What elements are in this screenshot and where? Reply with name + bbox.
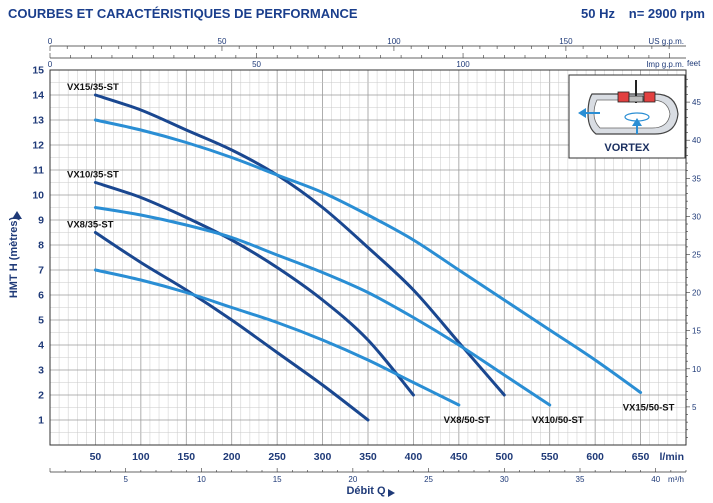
top-axes: 0 50 100 150 US g.p.m. 0 50 100 Imp g.p.m.	[48, 37, 686, 69]
x-axis-arrow-icon	[388, 489, 395, 497]
x-tick-label: 550	[541, 451, 559, 463]
y-tick-label: 12	[32, 140, 44, 152]
x-tick-label: 200	[223, 451, 241, 463]
us-gpm-tick-label: 50	[218, 37, 227, 46]
y-tick-label: 5	[38, 315, 44, 327]
y-tick-label: 1	[38, 415, 44, 427]
x-axis-label: Débit Q	[346, 485, 386, 497]
series-line-vx8-35-st	[93, 231, 370, 422]
m3h-tick-label: 20	[348, 475, 357, 484]
series-layer: VX8/35-ST VX10/35-ST VX15/35-ST VX8/50-ST VX…	[67, 82, 675, 426]
feet-unit-label: feet	[687, 59, 701, 68]
m3h-tick-label: 15	[273, 475, 282, 484]
x-tick-label: 450	[450, 451, 468, 463]
series-line-vx15-35-st	[93, 93, 506, 397]
feet-tick-label: 30	[692, 212, 701, 221]
frequency-label: 50 Hz	[581, 6, 615, 21]
x-tick-label: 400	[405, 451, 423, 463]
m3h-tick-label: 10	[197, 475, 206, 484]
series-label-vx15-50-st: VX15/50-ST	[623, 403, 675, 414]
x-tick-label: 250	[268, 451, 286, 463]
grid	[49, 69, 687, 446]
m3h-tick-label: 5	[123, 475, 128, 484]
m3h-unit-label: m³/h	[668, 475, 684, 484]
imp-gpm-tick-label: 100	[456, 60, 470, 69]
x-tick-label: 100	[132, 451, 150, 463]
series-line-vx10-50-st	[93, 206, 552, 407]
speed-label: n= 2900 rpm	[628, 6, 705, 21]
y-tick-label: 2	[38, 390, 44, 402]
feet-tick-label: 45	[692, 98, 701, 107]
feet-tick-label: 5	[692, 403, 697, 412]
series-line-vx15-50-st	[93, 118, 643, 394]
m3h-tick-label: 30	[500, 475, 509, 484]
series-label-vx10-50-st: VX10/50-ST	[532, 415, 584, 426]
imp-gpm-tick-label: 0	[48, 60, 53, 69]
y-tick-label: 13	[32, 115, 44, 127]
m3h-tick-label: 25	[424, 475, 433, 484]
y-tick-label: 15	[32, 65, 44, 77]
y-tick-label: 11	[33, 165, 44, 177]
x-tick-label: 50	[90, 451, 102, 463]
us-gpm-tick-label: 100	[387, 37, 401, 46]
pump-illustration-icon	[578, 80, 679, 135]
us-gpm-tick-label: 0	[48, 37, 53, 46]
m3h-tick-label: 40	[651, 475, 660, 484]
series-label-vx8-50-st: VX8/50-ST	[444, 415, 491, 426]
series-line-vx8-50-st	[93, 268, 461, 407]
y-tick-label: 3	[38, 365, 44, 377]
y-tick-label: 10	[32, 190, 44, 202]
series-label-vx8-35-st: VX8/35-ST	[67, 220, 114, 231]
y-tick-label: 7	[38, 265, 44, 277]
imp-gpm-unit-label: Imp g.p.m.	[646, 60, 684, 69]
series-line-vx10-35-st	[93, 181, 415, 397]
x-tick-label: 600	[586, 451, 604, 463]
feet-tick-label: 10	[692, 365, 701, 374]
feet-tick-label: 35	[692, 174, 701, 183]
x-tick-label: 150	[178, 451, 196, 463]
feet-tick-label: 25	[692, 251, 701, 260]
us-gpm-unit-label: US g.p.m.	[648, 37, 684, 46]
y-tick-label: 4	[38, 340, 44, 352]
series-label-vx15-35-st: VX15/35-ST	[67, 82, 119, 93]
vortex-label: VORTEX	[604, 142, 650, 154]
imp-gpm-tick-label: 50	[252, 60, 261, 69]
vortex-inset: VORTEX	[568, 74, 686, 159]
m3h-tick-label: 35	[576, 475, 585, 484]
x-tick-label: 300	[314, 451, 332, 463]
x-tick-label: 350	[359, 451, 377, 463]
x-tick-label: 500	[496, 451, 514, 463]
page-title: COURBES ET CARACTÉRISTIQUES DE PERFORMAN…	[8, 6, 358, 21]
feet-tick-label: 40	[692, 136, 701, 145]
y-axis-label: HMT H (mètres)	[8, 217, 20, 299]
y-tick-label: 9	[38, 215, 44, 227]
y-axis-arrow-icon	[12, 211, 22, 219]
series-label-vx10-35-st: VX10/35-ST	[67, 170, 119, 181]
y-tick-label: 6	[38, 290, 44, 302]
feet-tick-label: 15	[692, 327, 701, 336]
x-unit-label: l/min	[659, 451, 684, 463]
y-tick-label: 8	[38, 240, 44, 252]
feet-tick-label: 20	[692, 289, 701, 298]
us-gpm-tick-label: 150	[559, 37, 573, 46]
plot-frame	[49, 69, 687, 446]
y-tick-label: 14	[32, 90, 44, 102]
x-tick-label: 650	[632, 451, 650, 463]
